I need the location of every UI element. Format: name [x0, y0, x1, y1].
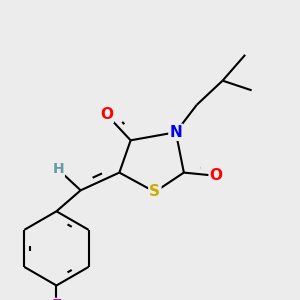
Text: O: O [210, 168, 223, 183]
Text: N: N [169, 125, 182, 140]
Text: H: H [52, 162, 64, 176]
Text: S: S [149, 184, 160, 200]
Text: O: O [100, 107, 113, 122]
Text: F: F [51, 299, 62, 300]
